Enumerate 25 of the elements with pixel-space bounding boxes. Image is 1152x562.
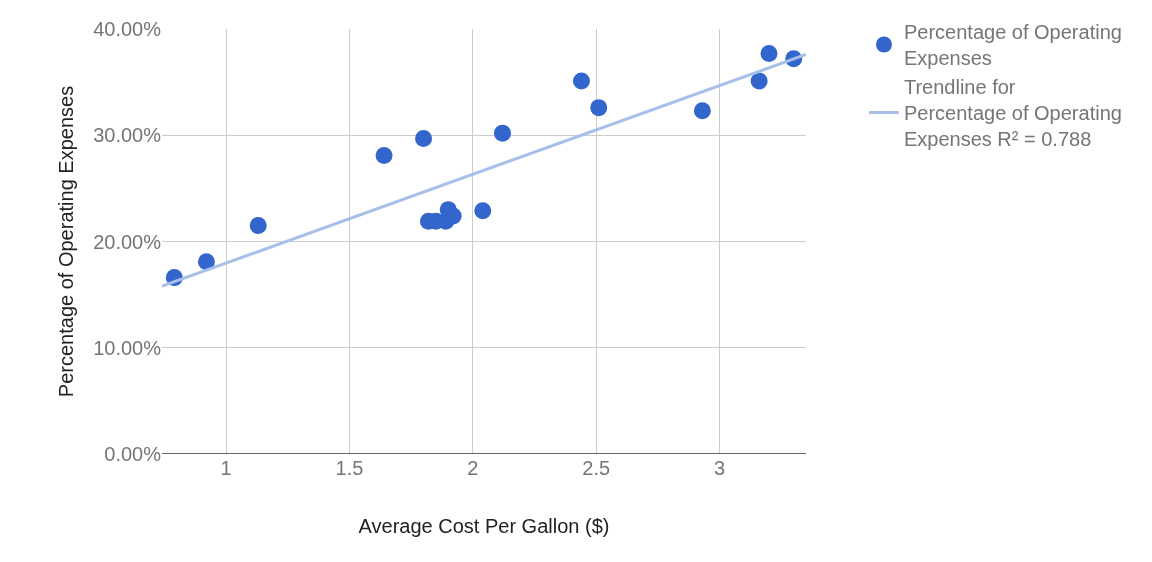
point xyxy=(572,72,590,90)
point xyxy=(197,253,215,271)
legend-label: Trendline for Percentage of Operating Expenses R² = 0.788 xyxy=(903,76,1122,151)
y-tick-label: 10.00% xyxy=(93,336,162,359)
x-tick-label: 1 xyxy=(220,457,232,479)
x-tick-label: 2.5 xyxy=(582,457,611,479)
x-tick-label: 1.5 xyxy=(335,457,364,479)
point xyxy=(590,99,608,117)
y-tick-label: 40.00% xyxy=(93,18,162,40)
y-tick-label: 30.00% xyxy=(93,124,162,147)
point xyxy=(693,102,711,120)
point xyxy=(760,44,778,62)
y-tick-label: 20.00% xyxy=(93,230,162,253)
point xyxy=(750,72,768,90)
legend-label: Percentage of Operating Expenses xyxy=(903,21,1122,70)
x-tick-label: 2 xyxy=(467,457,479,479)
point xyxy=(415,129,433,147)
point xyxy=(474,202,492,220)
point xyxy=(249,217,267,235)
point xyxy=(375,146,393,164)
point xyxy=(494,124,512,142)
x-tick-label: 3 xyxy=(714,457,726,479)
y-tick-label: 0.00% xyxy=(104,443,162,465)
y-axis-title: Percentage of Operating Expenses xyxy=(54,85,77,398)
x-axis-title: Average Cost Per Gallon ($) xyxy=(358,514,610,537)
